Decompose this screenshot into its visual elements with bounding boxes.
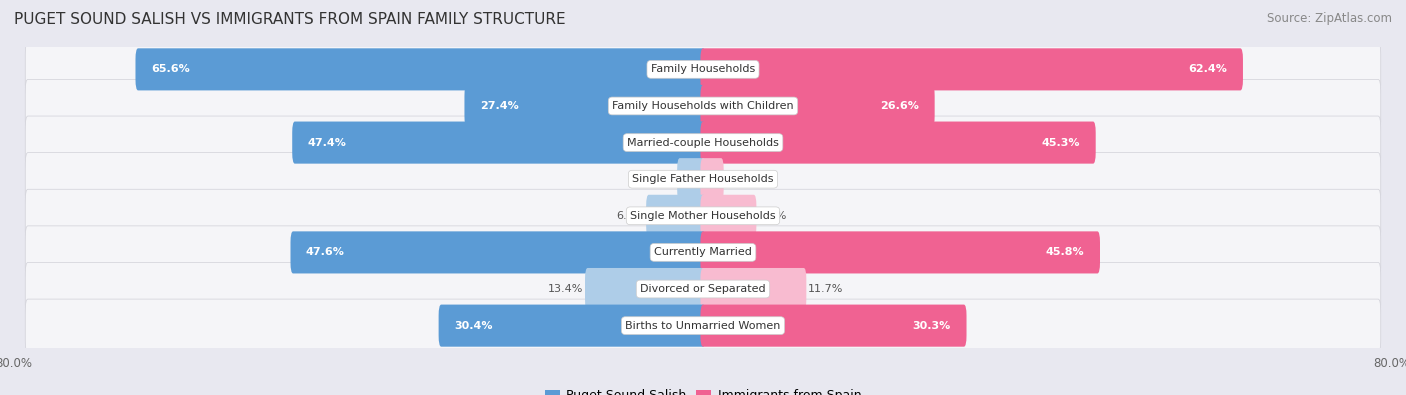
Text: Married-couple Households: Married-couple Households xyxy=(627,137,779,148)
FancyBboxPatch shape xyxy=(700,195,756,237)
Text: 11.7%: 11.7% xyxy=(808,284,844,294)
FancyBboxPatch shape xyxy=(700,305,966,347)
FancyBboxPatch shape xyxy=(647,195,706,237)
Text: Divorced or Separated: Divorced or Separated xyxy=(640,284,766,294)
Text: 45.3%: 45.3% xyxy=(1042,137,1080,148)
FancyBboxPatch shape xyxy=(464,85,706,127)
FancyBboxPatch shape xyxy=(135,48,706,90)
Text: 6.3%: 6.3% xyxy=(616,211,644,221)
Text: 13.4%: 13.4% xyxy=(548,284,583,294)
FancyBboxPatch shape xyxy=(585,268,706,310)
Text: 47.4%: 47.4% xyxy=(308,137,347,148)
FancyBboxPatch shape xyxy=(700,85,935,127)
Text: Family Households: Family Households xyxy=(651,64,755,74)
Text: Family Households with Children: Family Households with Children xyxy=(612,101,794,111)
Text: 27.4%: 27.4% xyxy=(479,101,519,111)
FancyBboxPatch shape xyxy=(700,231,1099,273)
Text: 45.8%: 45.8% xyxy=(1046,247,1084,258)
FancyBboxPatch shape xyxy=(700,268,807,310)
Text: 62.4%: 62.4% xyxy=(1188,64,1227,74)
FancyBboxPatch shape xyxy=(25,299,1381,352)
Text: Births to Unmarried Women: Births to Unmarried Women xyxy=(626,321,780,331)
Text: Source: ZipAtlas.com: Source: ZipAtlas.com xyxy=(1267,12,1392,25)
FancyBboxPatch shape xyxy=(25,79,1381,132)
Text: 2.7%: 2.7% xyxy=(647,174,675,184)
Text: 5.9%: 5.9% xyxy=(758,211,786,221)
FancyBboxPatch shape xyxy=(25,152,1381,206)
Text: 2.1%: 2.1% xyxy=(725,174,754,184)
Text: Single Father Households: Single Father Households xyxy=(633,174,773,184)
FancyBboxPatch shape xyxy=(25,226,1381,279)
Legend: Puget Sound Salish, Immigrants from Spain: Puget Sound Salish, Immigrants from Spai… xyxy=(540,384,866,395)
Text: Single Mother Households: Single Mother Households xyxy=(630,211,776,221)
FancyBboxPatch shape xyxy=(291,231,706,273)
FancyBboxPatch shape xyxy=(700,48,1243,90)
FancyBboxPatch shape xyxy=(439,305,706,347)
FancyBboxPatch shape xyxy=(700,158,724,200)
FancyBboxPatch shape xyxy=(25,116,1381,169)
FancyBboxPatch shape xyxy=(292,122,706,164)
Text: Currently Married: Currently Married xyxy=(654,247,752,258)
FancyBboxPatch shape xyxy=(25,189,1381,243)
Text: 65.6%: 65.6% xyxy=(150,64,190,74)
FancyBboxPatch shape xyxy=(700,122,1095,164)
FancyBboxPatch shape xyxy=(25,263,1381,316)
Text: PUGET SOUND SALISH VS IMMIGRANTS FROM SPAIN FAMILY STRUCTURE: PUGET SOUND SALISH VS IMMIGRANTS FROM SP… xyxy=(14,12,565,27)
Text: 26.6%: 26.6% xyxy=(880,101,920,111)
FancyBboxPatch shape xyxy=(25,43,1381,96)
FancyBboxPatch shape xyxy=(678,158,706,200)
Text: 30.4%: 30.4% xyxy=(454,321,492,331)
Text: 30.3%: 30.3% xyxy=(912,321,950,331)
Text: 47.6%: 47.6% xyxy=(307,247,344,258)
